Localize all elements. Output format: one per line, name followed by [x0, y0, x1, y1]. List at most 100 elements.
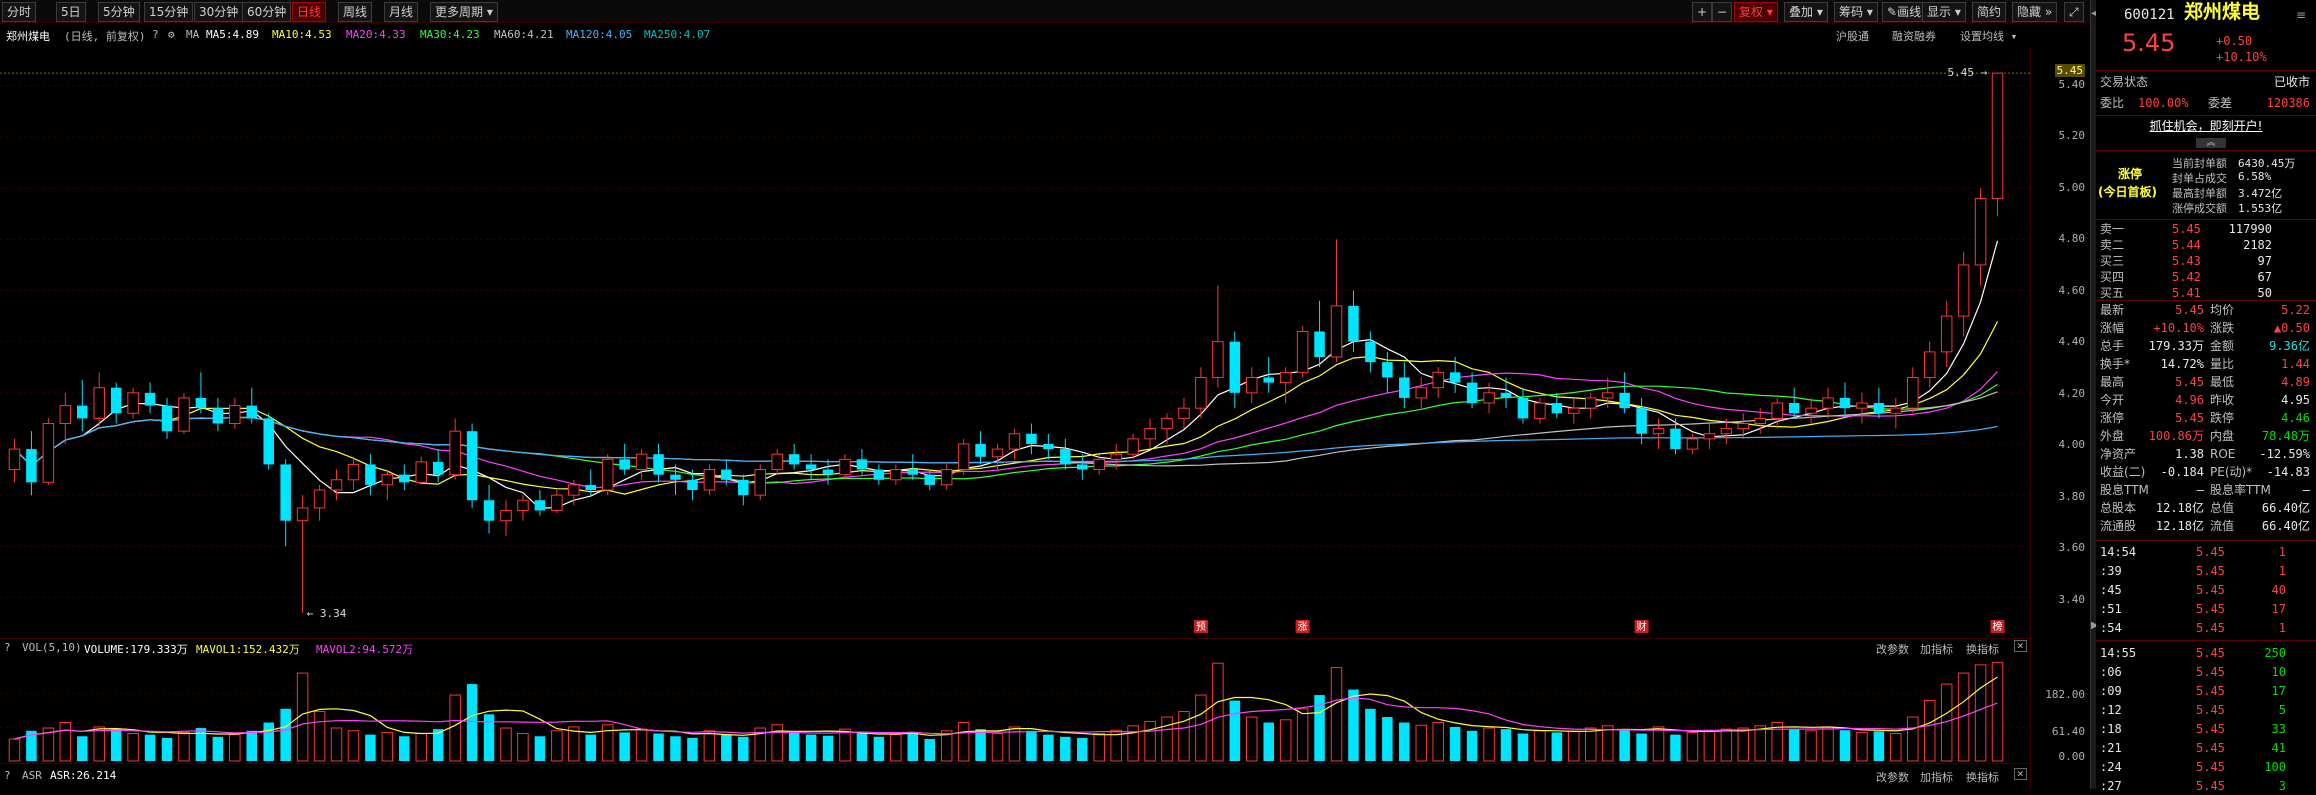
tick-time: 14:55	[2100, 646, 2137, 660]
period-button-5day[interactable]: 5日	[56, 2, 86, 22]
volume-bar	[59, 722, 72, 762]
candle-body	[1686, 438, 1699, 450]
overlay-button[interactable]: 叠加 ▾	[1784, 2, 1828, 22]
mavol1-value: MAVOL1:152.432万	[196, 643, 300, 656]
candle-body	[1330, 305, 1343, 358]
change-params-button[interactable]: 改参数	[1876, 643, 1909, 656]
fullscreen-icon[interactable]: ⤢	[2064, 2, 2084, 22]
volume-bar	[347, 730, 360, 762]
tick-list[interactable]: 14:54 5.45 1:39 5.45 1:45 5.45 40:51 5.45 17:54 5…	[2096, 543, 2316, 793]
candle-body	[1907, 376, 1919, 409]
volume-bar	[483, 714, 495, 761]
candle-body	[280, 464, 291, 521]
chevron-up-icon[interactable]: ︽	[2196, 138, 2226, 148]
chevron-down-icon: ▾	[1866, 5, 1873, 19]
volume-bar	[1043, 734, 1054, 761]
zoom-in-button[interactable]: +	[1692, 2, 1713, 22]
menu-icon[interactable]: ≡	[2296, 8, 2307, 22]
promo-link[interactable]: 抓住机会，即刻开户!	[2096, 117, 2316, 136]
stat-value: 4.46	[2281, 411, 2310, 425]
period-button-60min[interactable]: 60分钟	[242, 2, 292, 22]
volume-bar	[551, 730, 563, 762]
volume-panel[interactable]: ? VOL(5,10) VOLUME:179.333万 MAVOL1:152.4…	[0, 638, 2030, 764]
tick-row: :18 5.45 33	[2096, 720, 2316, 738]
draw-line-button[interactable]: ✎画线	[1882, 2, 1927, 22]
order-label: 卖一	[2100, 222, 2125, 236]
hk-connect-link[interactable]: 沪股通	[1836, 30, 1869, 43]
ma20-value: MA20:4.33	[346, 28, 406, 41]
volume-bar	[1991, 662, 2004, 762]
candle-body	[788, 454, 800, 465]
switch-indicator-button[interactable]: 换指标	[1966, 643, 1999, 656]
stat-label: 总股本	[2100, 501, 2137, 515]
stat-label: PE(动)*	[2210, 465, 2253, 479]
volume-bar	[1093, 733, 1105, 762]
chips-button[interactable]: 筹码 ▾	[1834, 2, 1878, 22]
margin-trading-link[interactable]: 融资融券	[1892, 30, 1936, 43]
volume-bar	[975, 729, 986, 761]
tick-price: 5.45	[2196, 722, 2225, 736]
asr-panel[interactable]: ? ASR ASR:26.214 改参数 加指标 换指标 ×	[0, 763, 2030, 790]
ma5-line	[14, 240, 1999, 510]
adjust-button[interactable]: 复权 ▾	[1734, 2, 1778, 22]
asr-add-indicator-button[interactable]: 加指标	[1920, 771, 1953, 784]
help-icon[interactable]: ?	[4, 641, 11, 654]
period-button-fenshi[interactable]: 分时	[2, 2, 37, 22]
volume-bar	[703, 730, 716, 762]
ma-settings-link[interactable]: 设置均线 ▾	[1960, 30, 2018, 43]
candle-body	[1957, 264, 1970, 317]
stat-value: 4.95	[2281, 393, 2310, 407]
candle-body	[534, 500, 546, 511]
collapse-left-icon[interactable]: ◀	[2091, 8, 2099, 19]
volume-bar	[466, 684, 478, 761]
candle-body	[1110, 453, 1122, 460]
tick-price: 5.45	[2196, 545, 2225, 559]
candle-body	[1026, 433, 1037, 444]
close-icon[interactable]: ×	[2014, 768, 2027, 780]
add-indicator-button[interactable]: 加指标	[1920, 643, 1953, 656]
period-button-30min[interactable]: 30分钟	[194, 2, 244, 22]
asr-switch-indicator-button[interactable]: 换指标	[1966, 771, 1999, 784]
candle-body	[839, 458, 851, 476]
gear-icon[interactable]: ⚙	[168, 28, 175, 41]
volume-bar	[1449, 726, 1461, 761]
candle-body	[93, 387, 105, 419]
more-periods-dropdown[interactable]: 更多周期 ▾	[430, 2, 498, 22]
event-badge-label: 财	[1637, 620, 1647, 633]
promo-text: 抓住机会，即刻开户!	[2149, 119, 2263, 133]
asr-change-params-button[interactable]: 改参数	[1876, 771, 1909, 784]
stat-label: 金额	[2210, 339, 2235, 353]
close-icon[interactable]: ×	[2014, 640, 2027, 652]
candle-body	[1365, 341, 1376, 363]
stat-value: 78.48万	[2261, 429, 2310, 443]
candle-body	[347, 463, 360, 481]
period-button-15min[interactable]: 15分钟	[144, 2, 194, 22]
volume-bar	[873, 736, 885, 761]
simple-button[interactable]: 简约	[1972, 2, 2007, 22]
candlestick-chart[interactable]: 5.45 → ← 3.34 预 涨 财 榜	[0, 48, 2030, 638]
kline-svg: 5.45 → ← 3.34 预 涨 财 榜	[0, 66, 2030, 633]
bid-volume: 2182	[2243, 238, 2272, 252]
display-button[interactable]: 显示 ▾	[1922, 2, 1966, 22]
period-button-5min[interactable]: 5分钟	[98, 2, 140, 22]
candle-body	[466, 431, 478, 501]
period-button-weekly[interactable]: 周线	[338, 2, 373, 22]
price-tick: 4.80	[2058, 232, 2086, 245]
overlay-label: 叠加	[1789, 5, 1814, 19]
volume-bar	[1771, 722, 1783, 762]
hide-button[interactable]: 隐藏 »	[2012, 2, 2058, 22]
limit-row-value: 3.472亿	[2238, 187, 2283, 200]
period-button-monthly[interactable]: 月线	[384, 2, 419, 22]
zoom-out-button[interactable]: −	[1712, 2, 1733, 22]
collapse-right-icon[interactable]: ▶	[2091, 620, 2099, 631]
period-button-daily[interactable]: 日线	[292, 2, 327, 22]
ma120-line	[14, 416, 1998, 467]
chevron-down-icon: ▾	[1816, 5, 1823, 19]
candle-body	[635, 453, 648, 471]
chevron-down-icon: ▾	[486, 5, 493, 19]
tick-time: :12	[2100, 703, 2122, 717]
stat-row: 总股本 12.18亿 总值 66.40亿	[2096, 499, 2316, 517]
help-icon[interactable]: ?	[4, 769, 11, 782]
volume-bar	[1957, 672, 1970, 762]
help-icon[interactable]: ?	[152, 28, 159, 41]
